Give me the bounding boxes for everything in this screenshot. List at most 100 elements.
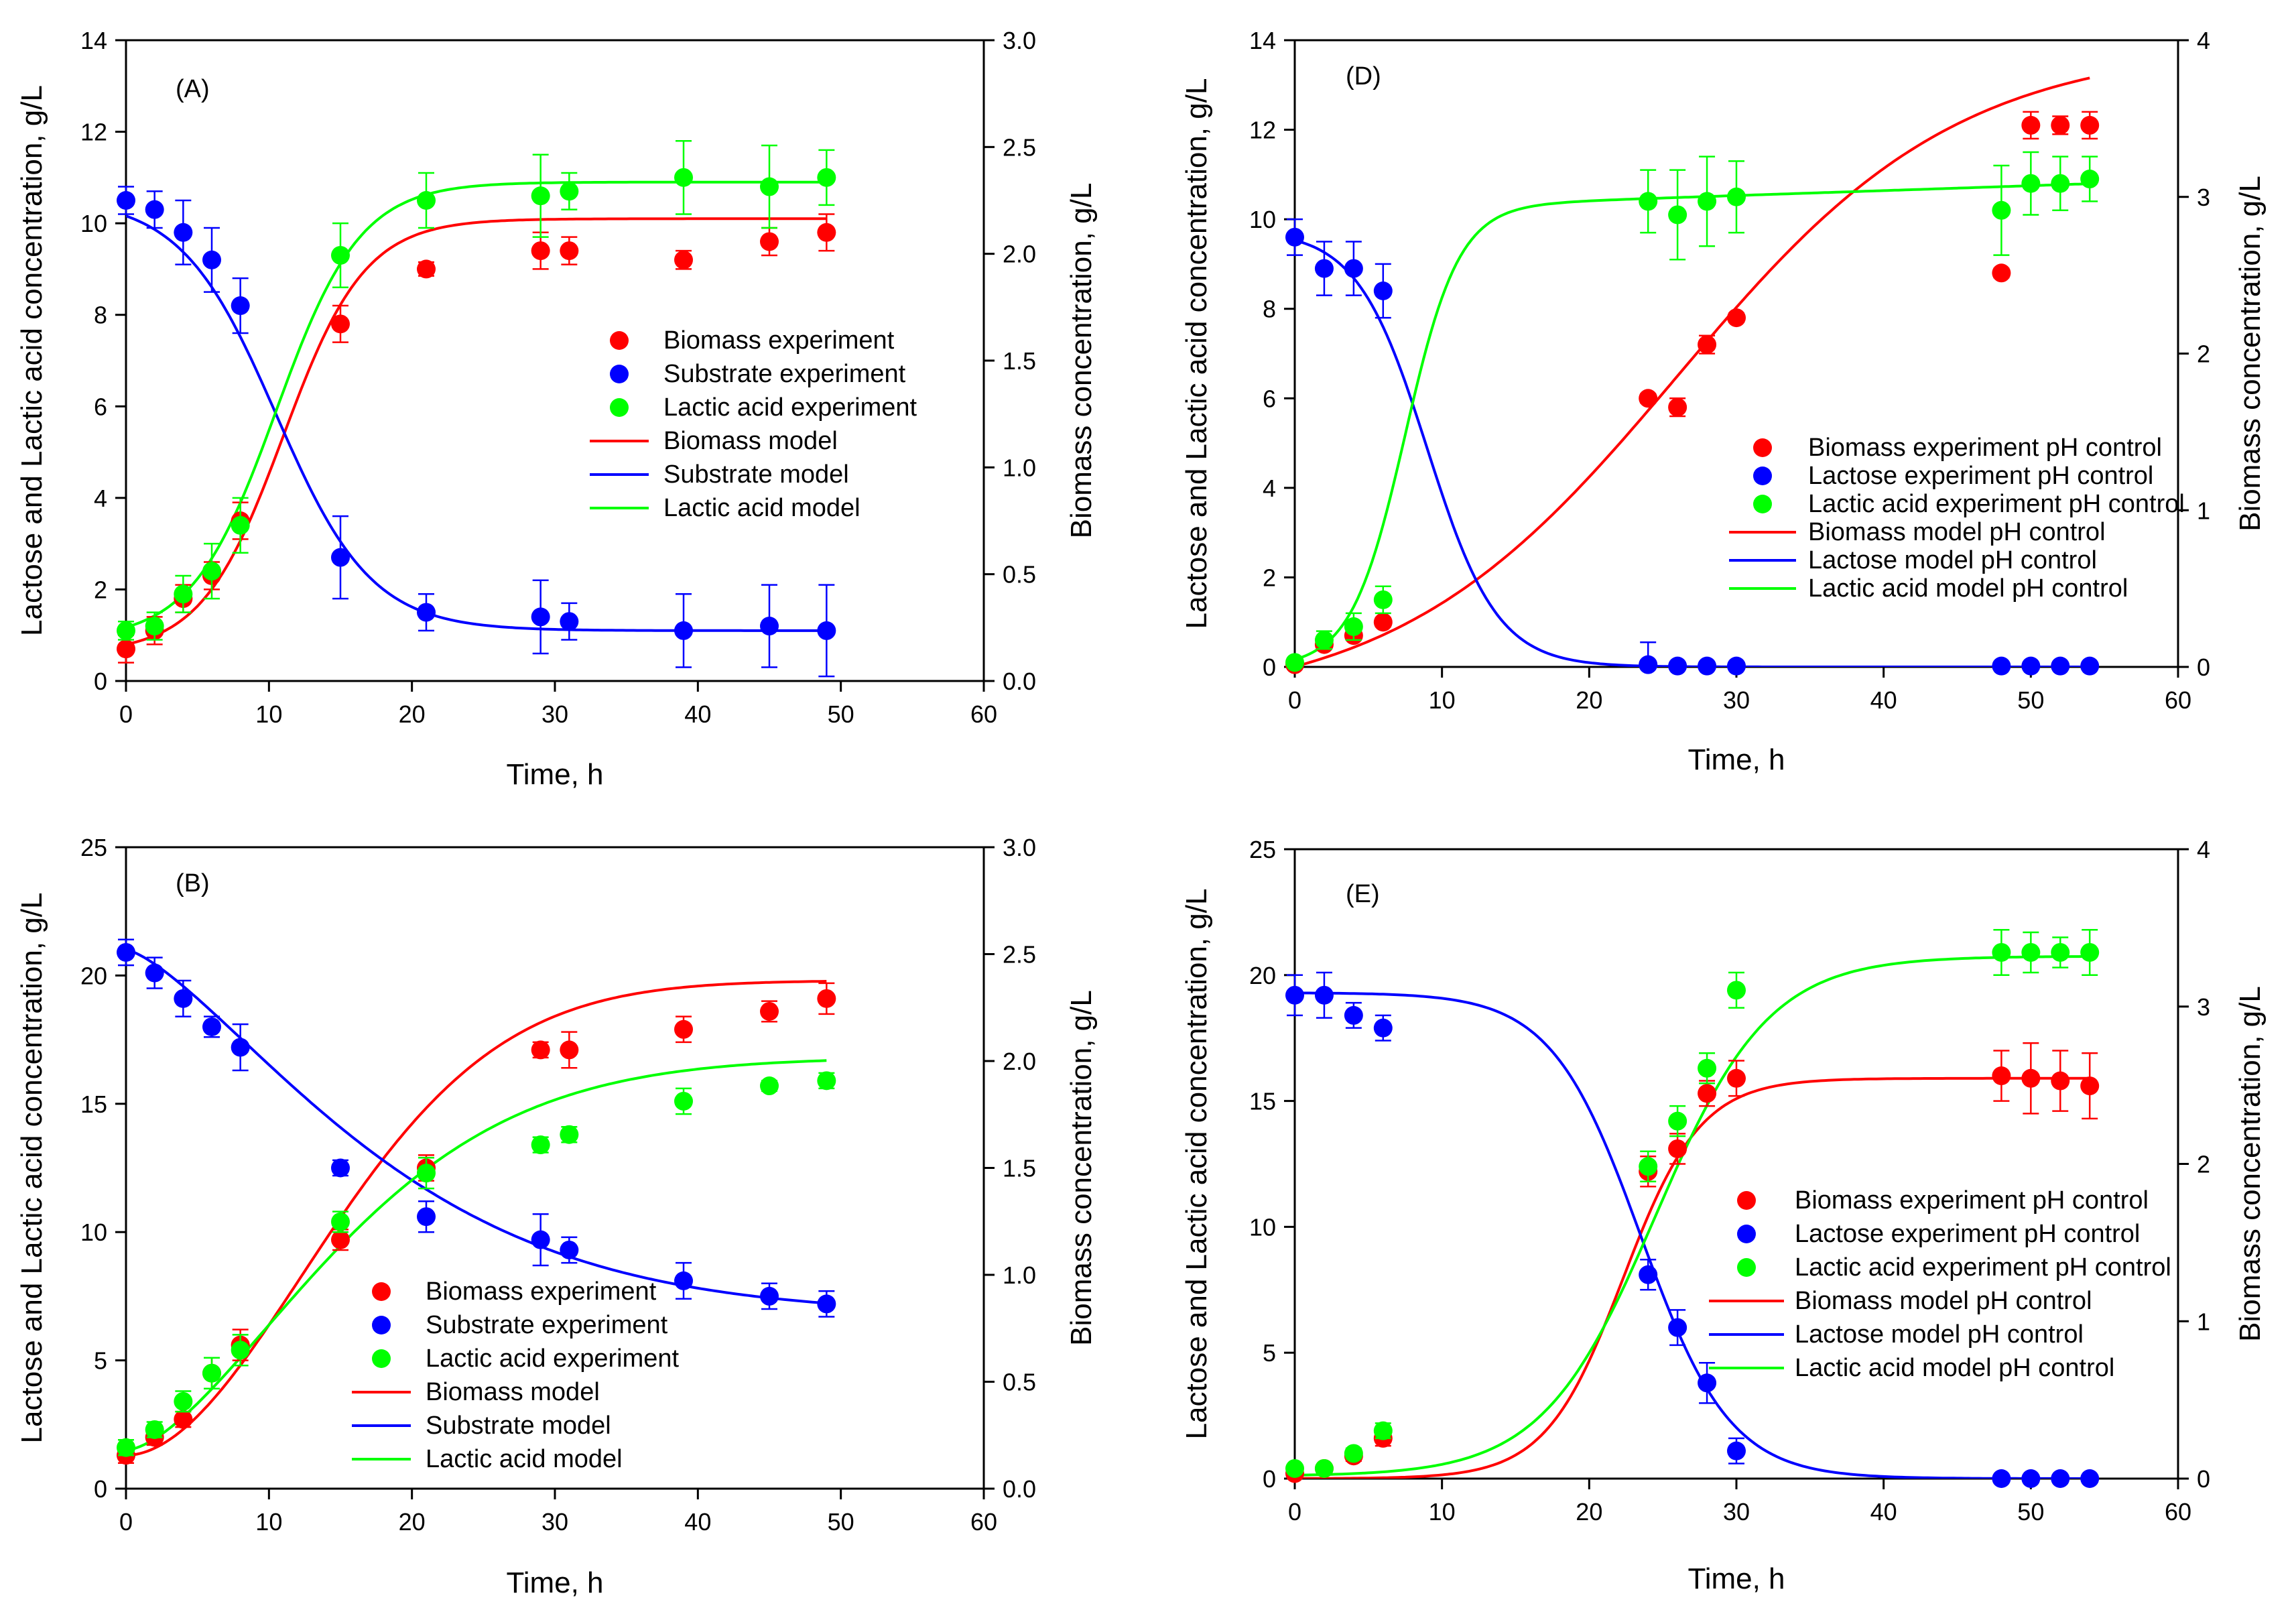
panel-label: (E) [1346,880,1380,908]
data-point [1992,942,2011,962]
legend-entry-label: Biomass experiment [426,1278,657,1306]
data-point [560,1240,579,1259]
data-point [2021,1469,2041,1488]
y-left-tick-label: 0 [1263,1465,1276,1493]
y-left-axis-title: Lactose and Lactic acid concentration, g… [1180,889,1213,1440]
legend-entry-label: Lactose experiment pH control [1795,1220,2140,1248]
data-point [2051,656,2070,676]
x-tick-label: 50 [828,700,854,728]
legend-entry-label: Biomass model pH control [1795,1287,2092,1315]
y-left-tick-label: 0 [94,668,107,695]
y-left-tick-label: 15 [1249,1088,1276,1115]
data-point [1344,617,1363,636]
model-line [126,948,827,1305]
data-point [1727,981,1746,1000]
legend-marker [610,365,629,383]
data-point [1727,1068,1746,1088]
model-line [1295,76,2090,667]
data-point [231,296,250,316]
data-point [817,1294,836,1314]
data-point [674,168,693,187]
x-tick-label: 30 [541,1508,568,1536]
legend-marker [1737,1191,1756,1210]
y-right-tick-label: 0.0 [1003,1475,1036,1503]
data-point [1727,187,1746,206]
y-right-axis-title: Biomass concentration, g/L [2234,176,2267,532]
data-point [531,1040,550,1060]
data-point [817,223,836,242]
data-point [2080,115,2100,135]
data-point [674,1019,693,1039]
y-right-tick-label: 0.5 [1003,1369,1036,1396]
x-tick-label: 50 [828,1508,854,1536]
data-point [1373,1421,1393,1440]
y-left-tick-label: 4 [94,485,107,512]
y-right-tick-label: 2.5 [1003,133,1036,161]
data-point [1373,590,1393,609]
y-left-tick-label: 8 [1263,296,1276,323]
legend-entry-label: Lactic acid model pH control [1795,1354,2114,1382]
x-axis-title: Time, h [506,1566,603,1599]
chart-panel-2: 0 10 20 30 40 50 60 0 5 10 15 20 25 0.0 0.5 1.0 1.5 2.0 2.… [15,834,1098,1599]
data-point [117,191,135,210]
y-right-tick-label: 3 [2197,993,2210,1021]
y-right-tick-label: 1 [2197,1308,2210,1335]
data-point [202,562,221,581]
legend: Biomass experiment pH control Lactose exp… [1709,1186,2171,1382]
data-point [331,1158,350,1178]
legend-entry-label: Biomass model pH control [1808,518,2106,546]
data-point [1639,389,1658,408]
data-point [1992,656,2011,676]
model-line [1295,991,2090,1479]
x-tick-label: 0 [1288,1498,1301,1526]
data-point [1992,1066,2011,1086]
y-right-tick-label: 0.0 [1003,668,1036,695]
data-point [1698,1058,1717,1078]
y-left-tick-label: 4 [1263,475,1276,502]
legend: Biomass experiment Substrate experiment La… [590,326,917,522]
y-left-tick-label: 25 [80,834,107,861]
data-point [145,617,164,636]
legend-entry-label: Lactose experiment pH control [1808,462,2153,490]
y-left-tick-label: 5 [1263,1339,1276,1367]
y-left-tick-label: 12 [80,119,107,146]
data-point [674,1271,693,1290]
x-tick-label: 30 [1723,1498,1750,1526]
legend-entry-label: Substrate model [663,460,849,489]
data-point [1314,630,1334,649]
data-point [560,1125,579,1144]
x-tick-label: 0 [1288,686,1301,714]
x-tick-label: 30 [1723,686,1750,714]
legend-entry-label: Biomass experiment pH control [1795,1186,2149,1215]
data-point [560,182,579,201]
data-point [560,612,579,631]
data-point [145,1420,164,1439]
data-point [2021,115,2041,135]
data-point [2051,942,2070,962]
legend-entry-label: Biomass model [663,427,838,455]
data-point [760,1076,779,1096]
y-left-axis-title: Lactose and Lactic acid concentration, g… [15,85,48,636]
data-point [674,1091,693,1111]
x-axis-title: Time, h [1687,743,1785,776]
x-tick-label: 40 [1870,1498,1897,1526]
data-point [2080,656,2100,676]
data-point [1698,656,1717,676]
data-point [560,241,579,261]
legend-entry-label: Substrate model [426,1412,611,1440]
legend-entry-label: Lactic acid experiment [426,1345,680,1373]
plot-frame [1293,848,2179,1480]
y-left-tick-label: 6 [94,393,107,420]
data-point [1698,192,1717,211]
y-right-axis-title: Biomass concentration, g/L [1065,183,1098,539]
y-right-tick-label: 4 [2197,27,2210,54]
model-line [126,980,827,1457]
data-point [417,191,436,210]
y-right-axis-title: Biomass concentration, g/L [1065,990,1098,1346]
legend-marker [372,1349,391,1368]
model-line [1295,182,2090,662]
legend-entry-label: Biomass experiment [663,326,895,355]
data-point [1698,1084,1717,1103]
